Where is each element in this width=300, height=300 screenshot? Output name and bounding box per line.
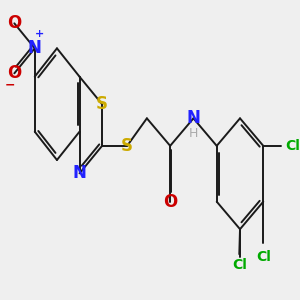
- Text: −: −: [4, 79, 15, 92]
- Text: Cl: Cl: [232, 258, 247, 272]
- Text: Cl: Cl: [256, 250, 271, 264]
- Text: N: N: [73, 164, 86, 182]
- Text: H: H: [189, 127, 198, 140]
- Text: N: N: [187, 109, 200, 127]
- Text: +: +: [35, 29, 44, 39]
- Text: Cl: Cl: [285, 139, 300, 153]
- Text: O: O: [7, 64, 22, 82]
- Text: S: S: [96, 95, 108, 113]
- Text: O: O: [163, 193, 177, 211]
- Text: S: S: [121, 137, 133, 155]
- Text: O: O: [7, 14, 22, 32]
- Text: N: N: [28, 39, 42, 57]
